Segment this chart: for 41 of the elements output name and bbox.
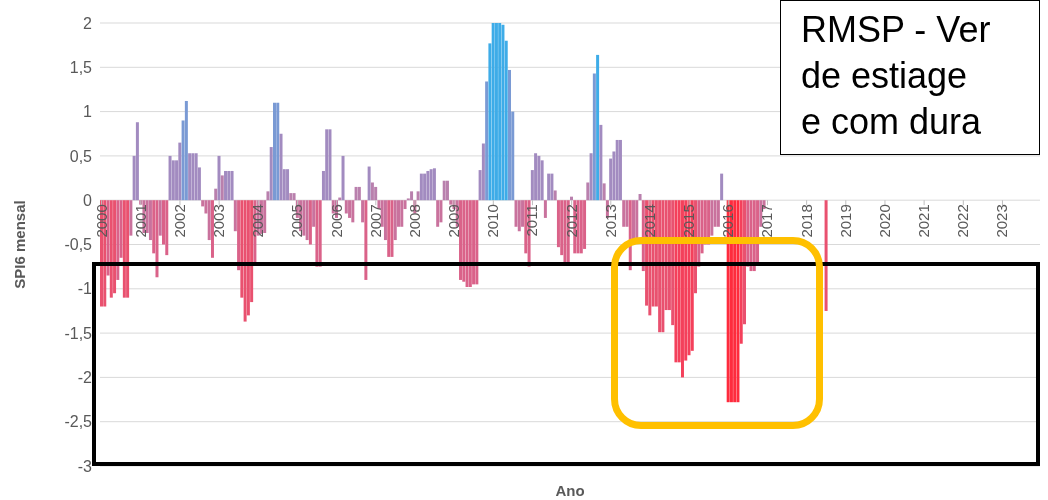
x-tick-label: 2001 xyxy=(131,204,149,238)
x-axis-title: Ano xyxy=(555,482,585,499)
x-tick-label: 2005 xyxy=(288,204,306,238)
x-tick-label: 2012 xyxy=(562,204,580,238)
x-tick-label: 2009 xyxy=(445,204,463,238)
x-tick-label: 2013 xyxy=(601,204,619,238)
y-tick-label: -2,5 xyxy=(64,413,93,431)
y-tick-label: -1 xyxy=(77,280,93,298)
x-tick-label: 2000 xyxy=(92,204,110,238)
x-tick-label: 2021 xyxy=(915,204,933,238)
x-tick-label: 2016 xyxy=(719,204,737,238)
x-tick-label: 2002 xyxy=(170,204,188,238)
text-box: RMSP - Ver de estiage e com dura xyxy=(780,0,1040,155)
x-tick-label: 2018 xyxy=(797,204,815,238)
y-tick-label: 1 xyxy=(83,103,93,121)
annotation: RMSP - Ver xyxy=(801,8,992,52)
annotation: de estiage xyxy=(801,54,969,98)
y-tick-label: -3 xyxy=(77,457,93,475)
y-tick-label: -2 xyxy=(77,369,93,387)
x-tick-label: 2011 xyxy=(523,204,541,237)
x-tick-label: 2006 xyxy=(327,204,345,238)
x-tick-label: 2022 xyxy=(954,204,972,238)
y-tick-label: 2 xyxy=(83,14,93,32)
y-axis-title: SPI6 mensal xyxy=(11,200,29,289)
x-tick-label: 2003 xyxy=(210,204,228,238)
x-tick-label: 2008 xyxy=(405,204,423,238)
x-tick-label: 2014 xyxy=(640,204,658,238)
annotation: e com dura xyxy=(801,100,983,144)
x-tick-label: 2004 xyxy=(249,204,267,238)
y-tick-label: 0 xyxy=(83,191,93,209)
y-tick-label: 0,5 xyxy=(69,147,93,165)
y-tick-label: -0,5 xyxy=(64,236,93,254)
x-tick-label: 2010 xyxy=(484,204,502,238)
x-tick-label: 2007 xyxy=(366,204,384,238)
x-tick-label: 2019 xyxy=(836,204,854,238)
x-tick-label: 2020 xyxy=(875,204,893,238)
x-tick-label: 2015 xyxy=(680,204,698,238)
y-tick-label: -1,5 xyxy=(64,324,93,342)
x-tick-label: 2017 xyxy=(758,204,776,238)
y-tick-label: 1,5 xyxy=(69,58,93,76)
x-tick-label: 2023 xyxy=(993,204,1011,238)
